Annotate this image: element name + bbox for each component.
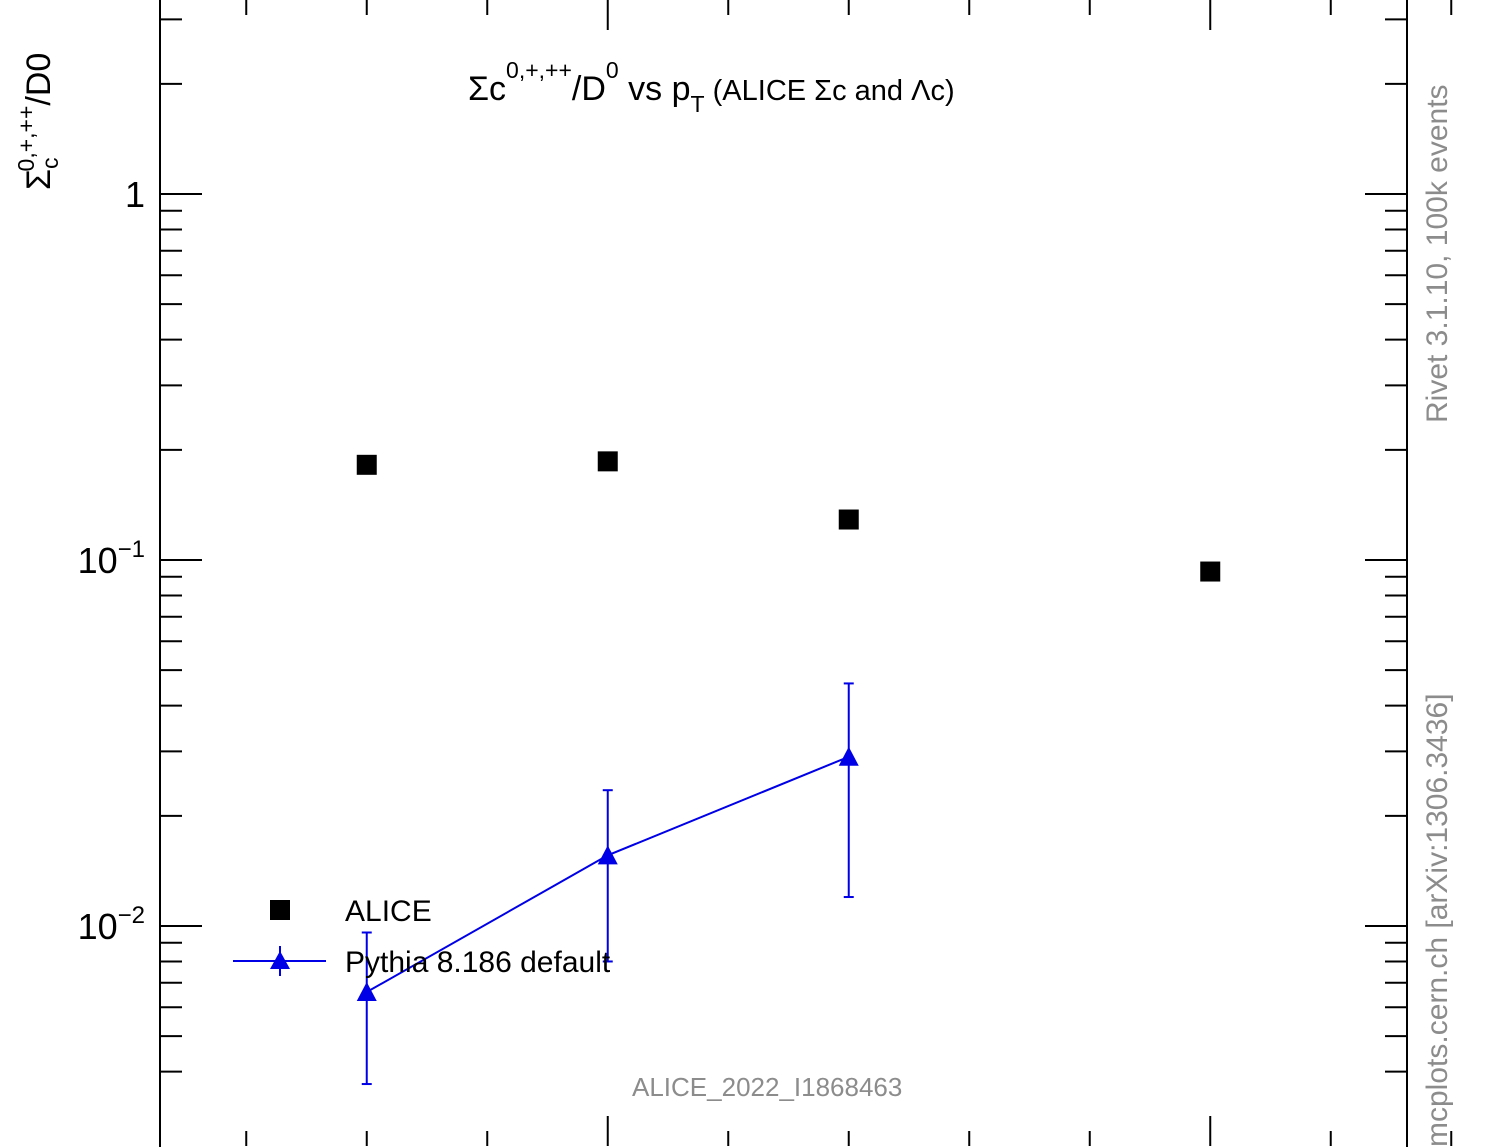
axis-ticks (160, 0, 1453, 1146)
y-tick-labels: 1 10−1 10−2 (78, 174, 145, 947)
legend-label-alice: ALICE (345, 895, 432, 928)
plot-frame (159, 0, 1408, 1147)
legend-marker-pythia (270, 951, 290, 969)
alice-data-point (838, 509, 859, 530)
y-tick-label: 1 (125, 174, 145, 215)
y-tick-label: 10−1 (78, 536, 145, 581)
series-layer (356, 451, 1221, 1086)
legend: ALICE Pythia 8.186 default (233, 895, 611, 979)
alice-data-point (597, 451, 618, 472)
y-label-tail: /D0 (20, 53, 58, 106)
mcplots-credit-label: mcplots.cern.ch [arXiv:1306.3436] (1421, 693, 1454, 1147)
title-sup2: 0 (606, 57, 619, 83)
title-suffix: (ALICE Σc and Λc) (705, 75, 955, 107)
title-mid: /D (572, 70, 606, 108)
pythia-data-point (356, 982, 377, 1002)
y-tick-label: 10−2 (78, 902, 145, 947)
title-sub: T (691, 91, 705, 117)
pythia-data-point (597, 845, 618, 865)
y-label-sub: c (37, 157, 63, 169)
chart-title: Σc0,+,++/D0 vs pT (ALICE Σc and Λc) (468, 57, 955, 117)
title-sup1: 0,+,++ (506, 57, 572, 83)
legend-marker-alice (270, 900, 290, 920)
title-vs: vs p (619, 70, 691, 108)
legend-label-pythia: Pythia 8.186 default (345, 946, 611, 979)
alice-data-point (356, 454, 377, 475)
y-label-sup: 0,+,++ (13, 106, 39, 172)
alice-data-point (1200, 561, 1221, 582)
analysis-id: ALICE_2022_I1868463 (632, 1072, 902, 1102)
title-prefix: Σc (468, 70, 506, 108)
pythia-data-point (838, 746, 859, 766)
y-label-base: Σ (20, 169, 58, 190)
y-axis-label: Σc0,+,++/D0 (13, 53, 63, 190)
rivet-version-label: Rivet 3.1.10, 100k events (1421, 84, 1454, 423)
